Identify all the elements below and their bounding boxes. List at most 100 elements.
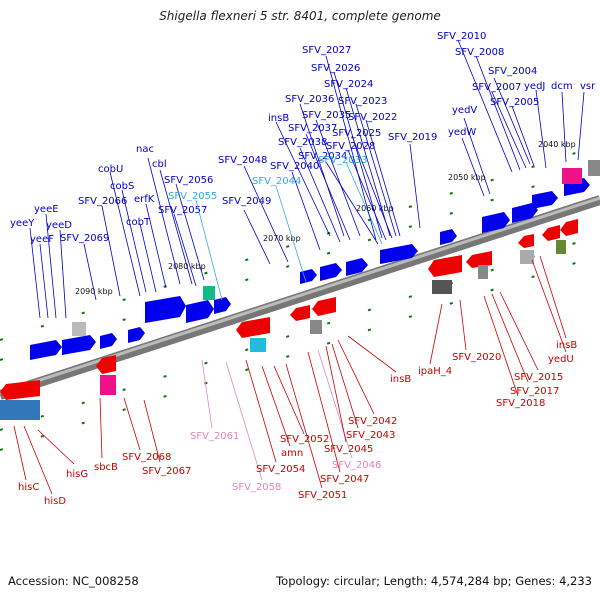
reverse-gene-label: sbcB <box>94 397 118 473</box>
forward-gene-label: SFV_2033 <box>318 155 383 245</box>
svg-text:hisD: hisD <box>44 496 66 507</box>
svg-text:SFV_2005: SFV_2005 <box>490 97 539 108</box>
forward-gene-label: SFV_2049 <box>222 196 271 265</box>
svg-text:SFV_2022: SFV_2022 <box>348 112 397 123</box>
svg-text:amn: amn <box>281 448 303 459</box>
map-title: Shigella flexneri 5 str. 8401, complete … <box>159 9 441 23</box>
reverse-gene-label: hisC <box>13 425 39 493</box>
forward-gene-label: cbl <box>152 159 193 285</box>
forward-gene-label: nac <box>136 144 181 285</box>
reverse-gene <box>236 317 270 338</box>
svg-text:hisC: hisC <box>18 482 39 493</box>
svg-text:SFV_2040: SFV_2040 <box>270 161 319 172</box>
forward-gene <box>128 327 145 343</box>
forward-gene <box>532 191 558 209</box>
svg-text:yedJ: yedJ <box>524 81 545 92</box>
svg-text:SFV_2055: SFV_2055 <box>168 191 217 202</box>
reverse-gene-label: SFV_2067 <box>142 399 191 477</box>
svg-text:SFV_2042: SFV_2042 <box>348 416 397 427</box>
forward-gene <box>380 244 418 264</box>
svg-text:SFV_2066: SFV_2066 <box>78 196 127 207</box>
reverse-gene <box>542 225 560 241</box>
forward-gene-label: SFV_2069 <box>60 233 109 301</box>
forward-gene-label: SFV_2048 <box>218 155 289 263</box>
feature-box <box>588 160 600 176</box>
svg-text:SFV_2024: SFV_2024 <box>324 79 373 90</box>
forward-gene-label: cobU <box>98 164 141 297</box>
svg-text:SFV_2061: SFV_2061 <box>190 431 239 442</box>
svg-text:ipaH_4: ipaH_4 <box>418 366 452 377</box>
reverse-gene <box>466 251 492 268</box>
svg-text:cobS: cobS <box>110 181 134 192</box>
svg-text:SFV_2010: SFV_2010 <box>437 31 486 42</box>
reverse-gene <box>312 297 336 316</box>
svg-text:SFV_2049: SFV_2049 <box>222 196 271 207</box>
svg-text:SFV_2020: SFV_2020 <box>452 352 501 363</box>
svg-text:hisG: hisG <box>66 469 88 480</box>
reverse-gene-label: insB <box>347 335 411 385</box>
svg-text:yeeE: yeeE <box>34 204 59 215</box>
reverse-gene-label: insB <box>539 255 577 351</box>
forward-gene-label: SFV_2035 <box>302 110 361 237</box>
svg-text:insB: insB <box>556 340 577 351</box>
svg-text:SFV_2034: SFV_2034 <box>298 151 347 162</box>
reverse-gene <box>428 255 462 277</box>
forward-gene <box>320 263 342 281</box>
feature-box <box>556 240 566 254</box>
forward-gene-label: erfK <box>134 194 167 289</box>
svg-text:SFV_2015: SFV_2015 <box>514 372 563 383</box>
svg-text:SFV_2044: SFV_2044 <box>252 176 301 187</box>
svg-text:SFV_2027: SFV_2027 <box>302 45 351 56</box>
forward-gene <box>482 212 510 233</box>
svg-text:insB: insB <box>268 113 289 124</box>
svg-text:SFV_2038: SFV_2038 <box>278 137 327 148</box>
svg-text:SFV_2056: SFV_2056 <box>164 175 213 186</box>
forward-gene-label: SFV_2005 <box>490 97 539 167</box>
forward-gene-label: SFV_2055 <box>168 191 223 301</box>
reverse-labels: hisC hisD hisG sbcB SFV_2068 SFV_2067 <box>13 255 577 507</box>
forward-gene-label: insB <box>268 113 331 237</box>
feature-box <box>520 250 534 264</box>
svg-text:SFV_2007: SFV_2007 <box>472 82 521 93</box>
svg-text:nac: nac <box>136 144 154 155</box>
reverse-gene <box>290 305 310 321</box>
reverse-gene-label: SFV_2061 <box>190 359 239 442</box>
forward-gene <box>62 335 96 355</box>
svg-text:SFV_2026: SFV_2026 <box>311 63 360 74</box>
accession-text: Accession: NC_008258 <box>8 574 139 588</box>
forward-gene-label: cobS <box>110 181 147 293</box>
forward-gene <box>186 300 214 323</box>
forward-gene-label: SFV_2057 <box>158 205 207 287</box>
svg-text:yeeY: yeeY <box>10 218 35 229</box>
feature-boxes <box>0 160 600 420</box>
reverse-gene-label: SFV_2042 <box>337 339 397 427</box>
forward-gene-label: dcm <box>551 81 573 163</box>
svg-text:SFV_2025: SFV_2025 <box>332 128 381 139</box>
reverse-gene-label: SFV_2068 <box>122 397 171 463</box>
svg-text:SFV_2035: SFV_2035 <box>302 110 351 121</box>
svg-text:cbl: cbl <box>152 159 167 170</box>
forward-gene-label: SFV_2034 <box>298 151 379 245</box>
svg-text:SFV_2051: SFV_2051 <box>298 490 347 501</box>
reverse-gene-label: SFV_2015 <box>499 291 563 383</box>
svg-text:SFV_2052: SFV_2052 <box>280 434 329 445</box>
feature-box <box>100 375 116 395</box>
forward-gene-label: SFV_2008 <box>455 47 521 171</box>
feature-box <box>478 265 488 279</box>
forward-gene-label: SFV_2027 <box>302 45 377 241</box>
svg-text:SFV_2054: SFV_2054 <box>256 464 305 475</box>
forward-gene-label: yeeF <box>30 234 54 319</box>
ruler-label-2050: 2050 kbp <box>448 173 486 182</box>
ruler-label-2070: 2070 kbp <box>263 234 301 243</box>
svg-text:yeeD: yeeD <box>46 220 72 231</box>
feature-box <box>432 280 452 294</box>
svg-text:vsr: vsr <box>580 81 596 92</box>
reverse-gene-label: SFV_2058 <box>225 361 281 493</box>
forward-gene-label: SFV_2040 <box>270 161 321 251</box>
forward-gene-label: SFV_2023 <box>338 96 397 237</box>
forward-genes <box>30 178 590 360</box>
reverse-gene-label: SFV_2052 <box>273 365 329 445</box>
svg-text:SFV_2023: SFV_2023 <box>338 96 387 107</box>
reverse-gene-label: SFV_2051 <box>285 363 347 501</box>
